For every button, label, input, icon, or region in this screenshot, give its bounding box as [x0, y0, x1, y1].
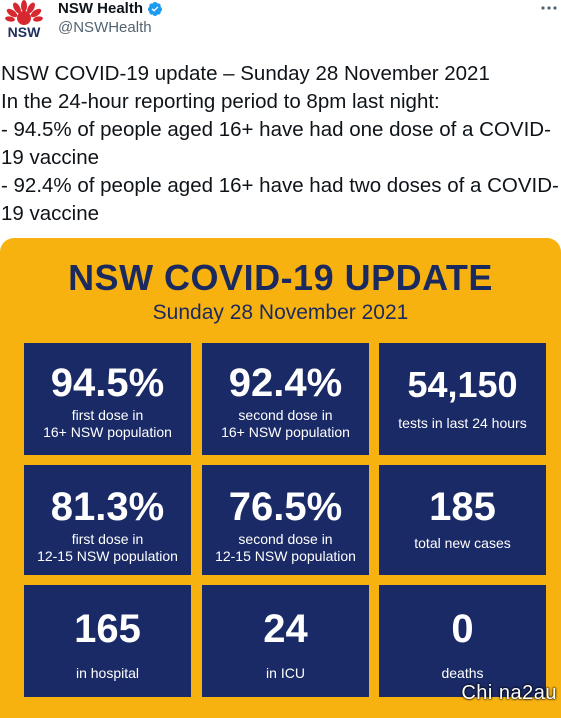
stat-label-line2: 12-15 NSW population — [37, 548, 178, 564]
avatar[interactable]: NSW — [2, 0, 46, 40]
stat-value: 0 — [451, 607, 474, 651]
stat-value: 165 — [74, 607, 141, 651]
stat-card-hospital: 165 in hospital — [24, 585, 191, 697]
tweet-text: NSW COVID-19 update – Sunday 28 November… — [1, 62, 559, 225]
stat-label-line1: second dose in — [238, 531, 333, 547]
stat-label-line1: total new cases — [414, 535, 511, 551]
stat-card-deaths: 0 deaths — [379, 585, 546, 697]
stat-card-first-dose-12-15: 81.3% first dose in 12-15 NSW population — [24, 465, 191, 575]
stat-label-line1: first dose in — [71, 531, 144, 547]
display-name[interactable]: NSW Health — [58, 0, 144, 17]
stat-label-line2: 16+ NSW population — [221, 424, 350, 440]
tweet-header: NSW NSW Health @NSWHealth — [0, 0, 561, 48]
stat-value: 24 — [263, 607, 308, 651]
stat-label-line2: 16+ NSW population — [43, 424, 172, 440]
stat-label-line2: 12-15 NSW population — [215, 548, 356, 564]
stat-card-new-cases: 185 total new cases — [379, 465, 546, 575]
graphic-title: NSW COVID-19 UPDATE — [68, 257, 493, 298]
stat-value: 92.4% — [228, 361, 343, 405]
stat-card-second-dose-16plus: 92.4% second dose in 16+ NSW population — [202, 343, 369, 455]
stat-value: 94.5% — [50, 361, 165, 405]
stat-value: 185 — [429, 485, 496, 529]
verified-badge-icon — [148, 2, 163, 16]
stat-card-icu: 24 in ICU — [202, 585, 369, 697]
stat-card-first-dose-16plus: 94.5% first dose in 16+ NSW population — [24, 343, 191, 455]
stat-value: 54,150 — [407, 364, 518, 405]
stat-label-line1: deaths — [441, 665, 484, 681]
stat-card-second-dose-12-15: 76.5% second dose in 12-15 NSW populatio… — [202, 465, 369, 575]
stat-card-tests: 54,150 tests in last 24 hours — [379, 343, 546, 455]
tweet-media-image[interactable]: NSW COVID-19 UPDATE Sunday 28 November 2… — [0, 238, 561, 718]
stat-label-line1: first dose in — [71, 407, 144, 423]
watermark-text: Chi na2au — [461, 682, 557, 704]
avatar-logo-text: NSW — [7, 24, 41, 40]
stat-value: 81.3% — [50, 485, 165, 529]
author-name-row: NSW Health — [58, 0, 163, 18]
stat-label-line1: in hospital — [75, 665, 140, 681]
stat-label-line1: second dose in — [238, 407, 333, 423]
user-handle[interactable]: @NSWHealth — [58, 19, 152, 36]
stat-label-line1: in ICU — [266, 665, 305, 681]
graphic-date: Sunday 28 November 2021 — [152, 301, 409, 324]
stat-label-line1: tests in last 24 hours — [398, 415, 527, 431]
waratah-logo-icon — [5, 0, 43, 25]
more-options-icon[interactable] — [539, 0, 559, 16]
stat-value: 76.5% — [228, 485, 343, 529]
